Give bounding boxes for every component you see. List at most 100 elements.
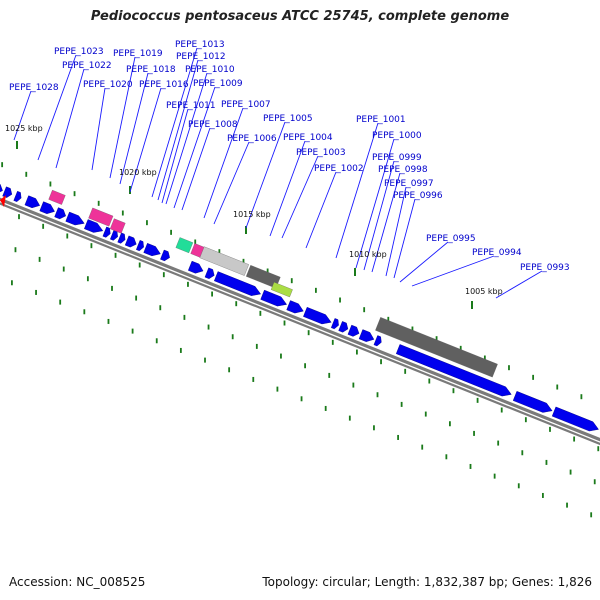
tick-mark xyxy=(194,239,197,245)
tick-mark xyxy=(483,355,486,361)
origin-marker xyxy=(0,195,6,207)
tick-mark xyxy=(218,249,221,255)
tick-mark xyxy=(424,411,427,417)
gene-label-pepe-0998: PEPE_0998 xyxy=(378,165,428,175)
tick-mark xyxy=(445,454,448,460)
genome-backbone xyxy=(0,197,600,442)
tick-mark xyxy=(566,502,568,508)
gene-label-pepe-1018: PEPE_1018 xyxy=(126,65,176,75)
leader-line xyxy=(91,87,106,171)
tick-mark xyxy=(376,392,379,398)
gene-label-pepe-0999: PEPE_0999 xyxy=(372,153,422,163)
tick-mark xyxy=(569,469,572,475)
tick-mark xyxy=(255,343,258,349)
tick-mark xyxy=(146,220,148,226)
kbp-tick xyxy=(354,268,356,276)
tick-mark xyxy=(459,345,462,351)
leader-line xyxy=(281,155,319,239)
leader-line xyxy=(393,198,416,279)
tick-mark xyxy=(449,421,451,427)
gene-arrow xyxy=(0,184,3,193)
leader-line xyxy=(119,72,149,185)
genome-summary-text: Topology: circular; Length: 1,832,387 bp… xyxy=(262,575,592,589)
leader-line xyxy=(55,68,85,169)
gene-arrow xyxy=(286,300,304,314)
teal-feature xyxy=(175,237,194,254)
tick-mark xyxy=(14,247,17,253)
tick-mark xyxy=(170,229,172,235)
tick-mark xyxy=(90,243,93,249)
tick-mark xyxy=(380,359,382,365)
gene-label-pepe-0994: PEPE_0994 xyxy=(472,248,522,258)
tick-mark xyxy=(42,223,45,229)
tick-mark xyxy=(138,262,141,268)
gene-label-pepe-1019: PEPE_1019 xyxy=(113,49,163,59)
gene-label-pepe-1008: PEPE_1008 xyxy=(188,120,238,130)
leader-line xyxy=(151,47,198,198)
tick-mark xyxy=(517,483,520,489)
tick-mark xyxy=(356,349,358,355)
gene-arrow xyxy=(303,306,332,325)
gene-arrow xyxy=(512,391,553,413)
gene-arrow xyxy=(213,271,262,296)
tick-mark xyxy=(339,297,341,303)
leader-line xyxy=(371,172,401,273)
tick-mark xyxy=(38,256,41,262)
tick-mark xyxy=(18,214,20,220)
gene-label-pepe-1005: PEPE_1005 xyxy=(263,114,313,124)
kbp-tick xyxy=(471,301,473,309)
gene-arrow xyxy=(65,211,85,226)
gene-arrow xyxy=(551,406,599,432)
magenta-feature xyxy=(109,218,126,234)
tick-mark xyxy=(545,459,548,465)
magenta-feature xyxy=(88,207,114,227)
gene-arrow xyxy=(117,232,126,244)
tick-mark xyxy=(348,415,351,421)
tick-mark xyxy=(556,384,559,390)
tick-mark xyxy=(363,307,366,313)
gene-label-pepe-1013: PEPE_1013 xyxy=(175,40,225,50)
tick-mark xyxy=(411,326,414,332)
gene-label-pepe-0993: PEPE_0993 xyxy=(520,263,570,273)
gene-label-pepe-1010: PEPE_1010 xyxy=(185,65,235,75)
tick-mark xyxy=(242,258,245,264)
gene-label-pepe-0995: PEPE_0995 xyxy=(426,234,476,244)
leader-line xyxy=(165,72,208,205)
leader-line xyxy=(173,86,216,209)
gene-arrow xyxy=(2,186,13,198)
kbp-tick xyxy=(129,186,131,194)
gene-arrow xyxy=(347,324,360,337)
leader-line xyxy=(161,108,189,204)
tick-mark xyxy=(66,233,69,239)
tick-mark xyxy=(121,210,124,216)
kbp-label: 1025 kbp xyxy=(5,124,43,133)
tick-mark xyxy=(231,334,234,340)
tick-mark xyxy=(1,162,4,168)
lime-feature xyxy=(270,281,293,298)
tick-mark xyxy=(35,289,37,295)
tick-mark xyxy=(469,463,472,469)
tick-mark xyxy=(183,314,186,320)
tick-mark xyxy=(397,434,399,440)
tick-mark xyxy=(204,357,206,363)
tick-mark xyxy=(280,353,282,359)
gene-label-pepe-1003: PEPE_1003 xyxy=(296,148,346,158)
tick-mark xyxy=(497,440,500,446)
tick-mark xyxy=(500,407,503,413)
tick-mark xyxy=(97,200,100,206)
kbp-label: 1020 kbp xyxy=(119,168,157,177)
leader-line xyxy=(245,121,286,229)
leader-line xyxy=(269,140,306,237)
gene-arrow xyxy=(160,249,170,262)
tick-mark xyxy=(573,436,576,442)
tick-mark xyxy=(590,512,593,518)
gene-label-pepe-1000: PEPE_1000 xyxy=(372,131,422,141)
tick-mark xyxy=(162,272,165,278)
genome-backbone xyxy=(0,202,600,446)
kbp-label: 1005 kbp xyxy=(465,287,503,296)
gene-label-pepe-1012: PEPE_1012 xyxy=(176,52,226,62)
tick-mark xyxy=(114,252,117,258)
leader-line xyxy=(213,141,250,225)
tick-mark xyxy=(593,479,596,485)
tick-mark xyxy=(159,305,162,311)
